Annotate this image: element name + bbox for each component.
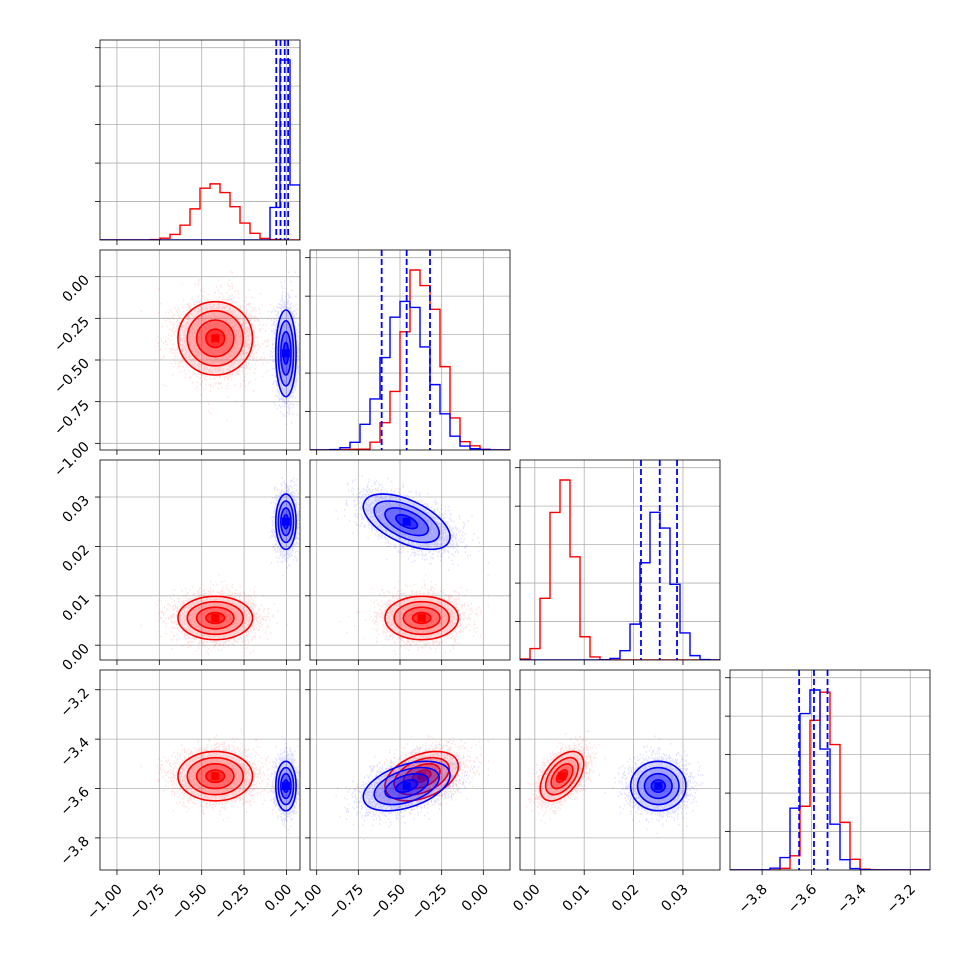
y-tick-label: 0.00 xyxy=(59,641,92,674)
panel-frame-3-1 xyxy=(309,669,511,871)
x-tick-label: 0.00 xyxy=(510,882,543,915)
hist-panel-2 xyxy=(520,460,720,660)
x-tick-label: −0.50 xyxy=(367,882,409,924)
x-tick-label: −3.4 xyxy=(834,881,869,916)
histogram-step xyxy=(520,479,720,660)
panel-frame-2-1 xyxy=(309,459,511,661)
density-peak xyxy=(557,772,566,781)
hist-panel-1 xyxy=(310,250,510,450)
y-tick-label: −3.8 xyxy=(57,833,92,868)
density-peak xyxy=(211,614,220,623)
hist-panel-3 xyxy=(730,670,930,870)
x-tick-label: 0.03 xyxy=(658,882,691,915)
density-peak xyxy=(281,782,290,791)
x-tick-label: 0.02 xyxy=(609,882,642,915)
histogram-step xyxy=(310,300,510,450)
x-tick-label: −0.75 xyxy=(326,882,368,924)
hist-frame-3 xyxy=(729,669,931,871)
panel-frame-2-0 xyxy=(99,459,301,661)
x-tick-label: −3.2 xyxy=(884,882,919,917)
histogram-step xyxy=(730,689,930,870)
x-tick-label: 0.00 xyxy=(459,882,492,915)
panel-frame-1-0 xyxy=(99,249,301,451)
x-tick-label: −0.50 xyxy=(169,882,211,924)
density-peak xyxy=(402,517,411,526)
x-tick-label: −3.6 xyxy=(785,881,820,916)
panel-3-2 xyxy=(520,670,720,870)
y-tick-label: −1.00 xyxy=(51,439,93,481)
x-tick-label: 0.01 xyxy=(560,882,593,915)
hist-frame-1 xyxy=(309,249,511,451)
histogram-step xyxy=(310,269,510,450)
x-tick-label: −0.25 xyxy=(409,882,451,924)
histogram-step xyxy=(100,59,300,240)
panel-2-0 xyxy=(100,460,300,660)
y-tick-label: −0.50 xyxy=(51,356,93,398)
x-tick-label: −3.8 xyxy=(736,882,771,917)
y-tick-label: −3.4 xyxy=(57,735,92,770)
density-peak xyxy=(281,517,290,526)
hist-frame-0 xyxy=(99,39,301,241)
panel-1-0 xyxy=(100,250,300,450)
y-tick-label: −3.2 xyxy=(57,685,92,720)
y-tick-label: 0.00 xyxy=(59,272,92,305)
y-tick-label: 0.03 xyxy=(59,493,92,526)
y-tick-label: −0.25 xyxy=(51,314,93,356)
hist-panel-0 xyxy=(100,40,300,240)
hist-frame-2 xyxy=(519,459,721,661)
density-peak xyxy=(402,782,411,791)
density-peak xyxy=(281,349,290,358)
panel-2-1 xyxy=(310,460,510,660)
histogram-step xyxy=(520,511,720,660)
panel-frame-3-2 xyxy=(519,669,721,871)
x-tick-label: −0.75 xyxy=(126,882,168,924)
panel-3-0 xyxy=(100,670,300,870)
panel-frame-3-0 xyxy=(99,669,301,871)
y-tick-label: −0.75 xyxy=(51,397,93,439)
density-peak xyxy=(417,772,426,781)
y-tick-label: 0.01 xyxy=(59,591,92,624)
density-peak xyxy=(211,334,220,343)
density-peak xyxy=(654,782,663,791)
density-peak xyxy=(417,614,426,623)
y-tick-label: 0.02 xyxy=(59,542,92,575)
x-tick-label: −1.00 xyxy=(84,882,126,924)
y-tick-label: −3.6 xyxy=(57,784,92,819)
density-peak xyxy=(211,772,220,781)
panel-3-1 xyxy=(310,670,510,870)
x-tick-label: −0.25 xyxy=(211,882,253,924)
